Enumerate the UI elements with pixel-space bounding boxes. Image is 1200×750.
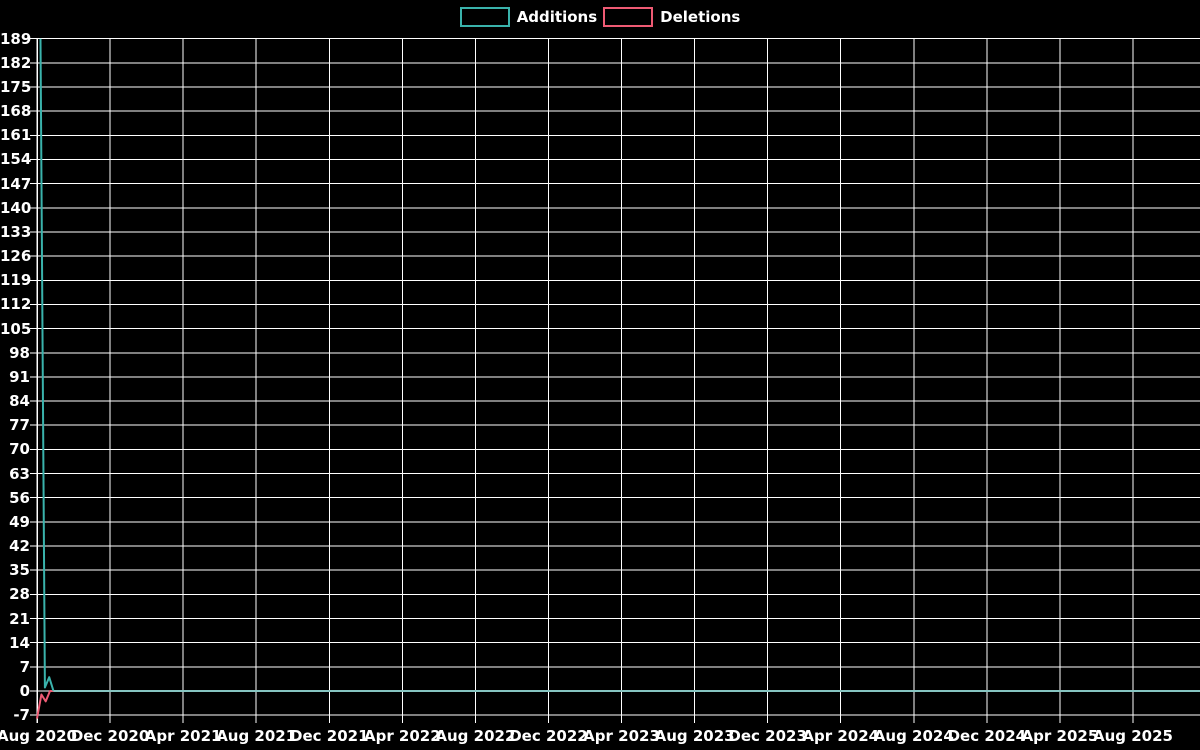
x-tick-label: Aug 2025 xyxy=(1093,727,1173,745)
legend-label-additions: Additions xyxy=(516,8,598,26)
y-tick-label: 84 xyxy=(9,392,30,411)
y-tick-label: 49 xyxy=(9,512,30,531)
y-tick-label: 112 xyxy=(0,295,32,314)
x-tick-label: Dec 2023 xyxy=(728,727,807,745)
y-tick-label: 119 xyxy=(0,271,32,290)
x-tick-label: Aug 2021 xyxy=(216,727,297,745)
y-tick-label: 28 xyxy=(9,585,30,604)
y-tick-label: 189 xyxy=(0,29,32,48)
y-tick-label: 77 xyxy=(9,416,30,435)
y-tick-label: 7 xyxy=(19,657,30,676)
deletions-line xyxy=(36,690,1200,719)
chart-legend: Additions Deletions xyxy=(0,7,1200,27)
x-tick-label: Apr 2023 xyxy=(583,727,660,745)
x-tick-label: Apr 2021 xyxy=(144,727,222,745)
y-tick-label: 133 xyxy=(0,222,32,241)
x-tick-label: Dec 2021 xyxy=(290,727,369,745)
y-tick-label: 35 xyxy=(9,561,30,580)
x-tick-label: Apr 2025 xyxy=(1021,727,1099,745)
legend-item-additions[interactable]: Additions xyxy=(459,7,598,27)
x-tick-label: Aug 2023 xyxy=(654,727,735,745)
y-tick-label: -7 xyxy=(13,706,30,725)
legend-label-deletions: Deletions xyxy=(660,8,741,26)
y-tick-label: 105 xyxy=(0,319,32,338)
y-tick-label: 126 xyxy=(0,247,32,266)
y-tick-label: 168 xyxy=(0,102,32,121)
y-tick-label: 175 xyxy=(0,78,32,96)
y-tick-label: 63 xyxy=(9,464,30,483)
additions-series-swatch-icon xyxy=(459,7,510,27)
x-tick-label: Aug 2022 xyxy=(435,727,516,745)
y-tick-label: 70 xyxy=(9,440,30,459)
y-tick-label: 161 xyxy=(0,126,32,145)
x-tick-label: Dec 2022 xyxy=(509,727,588,745)
y-tick-label: 14 xyxy=(9,633,30,652)
additions-line xyxy=(39,38,55,692)
y-tick-label: 140 xyxy=(0,198,32,217)
x-tick-label: Apr 2022 xyxy=(363,727,441,745)
y-tick-label: 56 xyxy=(9,488,30,507)
y-tick-label: 42 xyxy=(9,537,30,556)
y-tick-label: 154 xyxy=(0,150,32,169)
y-tick-label: 147 xyxy=(0,174,32,193)
x-tick-label: Dec 2020 xyxy=(70,727,150,745)
x-tick-label: Aug 2024 xyxy=(873,727,954,745)
y-tick-label: 182 xyxy=(0,53,32,72)
x-tick-label: Aug 2020 xyxy=(0,727,77,745)
y-tick-label: 91 xyxy=(9,367,30,386)
deletions-series-swatch-icon xyxy=(603,7,654,27)
legend-item-deletions[interactable]: Deletions xyxy=(603,7,740,27)
x-tick-label: Apr 2024 xyxy=(802,727,880,745)
y-tick-label: 21 xyxy=(9,609,30,628)
y-tick-label: 98 xyxy=(9,343,30,362)
y-tick-label: 0 xyxy=(19,682,30,700)
x-tick-label: Dec 2024 xyxy=(947,727,1027,745)
